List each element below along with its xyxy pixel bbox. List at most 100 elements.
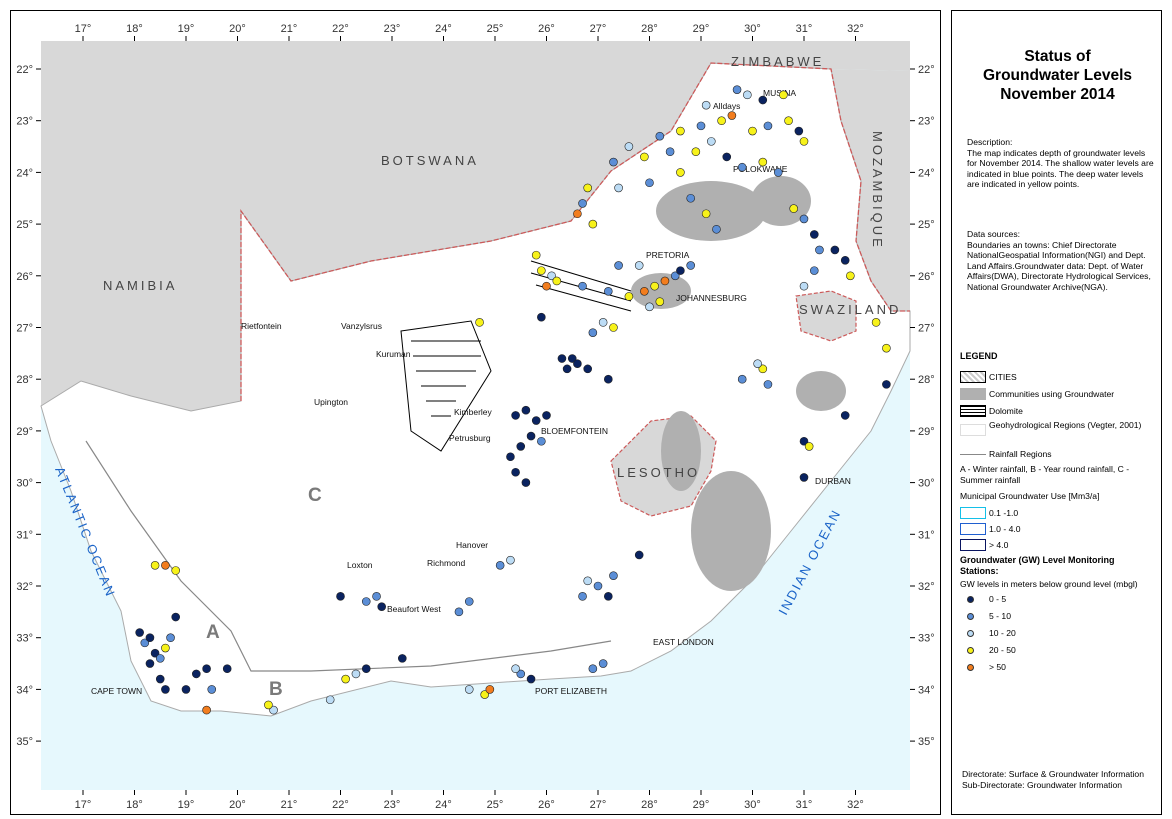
- monitoring-station-point: [665, 147, 675, 157]
- country-label: BOTSWANA: [381, 153, 479, 168]
- legend-gw-5-10: 5 - 10: [989, 611, 1011, 621]
- monitoring-station-point: [521, 478, 531, 487]
- legend-gw-0-5: 0 - 5: [989, 594, 1007, 604]
- monitoring-station-point: [799, 473, 809, 482]
- town-label: PRETORIA: [646, 250, 690, 260]
- footer-line: Directorate: Surface & Groundwater Infor…: [962, 769, 1144, 779]
- country-label: ZIMBABWE: [731, 54, 824, 69]
- monitoring-station-point: [743, 90, 752, 100]
- lat-tick-label-left: 30°: [16, 478, 33, 490]
- monitoring-station-point: [222, 664, 232, 674]
- town-label: Alldays: [713, 101, 740, 111]
- lon-tick-label-bottom: 24°: [435, 799, 452, 811]
- monitoring-station-point: [676, 126, 685, 136]
- lat-tick-label-left: 24°: [16, 167, 33, 179]
- title-line: Groundwater Levels: [982, 67, 1132, 84]
- rainfall-region-label: B: [269, 679, 283, 700]
- lat-tick-label-left: 22°: [16, 64, 33, 76]
- lon-tick-label-bottom: 23°: [384, 799, 401, 811]
- lon-tick-label-top: 30°: [744, 23, 761, 35]
- monitoring-station-point: [748, 126, 757, 136]
- town-label: PORT ELIZABETH: [535, 686, 607, 696]
- monitoring-station-point: [161, 643, 170, 653]
- lon-tick-label-top: 20°: [229, 23, 246, 35]
- monitoring-station-point: [531, 416, 541, 425]
- monitoring-station-point: [269, 705, 278, 715]
- monitoring-station-point: [166, 633, 175, 643]
- monitoring-station-point: [537, 436, 546, 446]
- town-label: Hanover: [456, 540, 488, 550]
- lon-tick-label-bottom: 20°: [229, 799, 246, 811]
- lat-tick-label-left: 25°: [16, 219, 33, 231]
- monitoring-station-point: [624, 292, 634, 301]
- legend-municipal-2: 1.0 - 4.0: [989, 524, 1021, 534]
- description-text: The map indicates depth of groundwater l…: [967, 147, 1154, 190]
- monitoring-station-point: [588, 219, 598, 229]
- monitoring-station-point: [202, 664, 211, 674]
- monitoring-station-point: [722, 152, 732, 162]
- monitoring-station-point: [758, 95, 768, 105]
- monitoring-station-point: [871, 318, 881, 327]
- monitoring-station-point: [537, 312, 546, 322]
- lon-tick-label-bottom: 25°: [487, 799, 504, 811]
- legend-gw-title: Groundwater (GW) Level Monitoring Statio…: [960, 555, 1115, 576]
- monitoring-station-point: [377, 602, 387, 611]
- lat-tick-label-right: 34°: [918, 684, 935, 696]
- map-panel: 17° 17° 18° 18° 19° 19° 20° 20° 21° 21° 22° 22° 23° 2…: [10, 10, 941, 815]
- legend-gw-subtitle: GW levels in meters below ground level (…: [960, 579, 1138, 589]
- dolomite-swatch: [960, 405, 986, 417]
- town-label: JOHANNESBURG: [676, 293, 747, 303]
- graticule: 17° 17° 18° 18° 19° 19° 20° 20° 21° 21° 22° 22° 23° 2…: [16, 23, 934, 811]
- description-heading: Description:: [967, 137, 1013, 147]
- town-label: BLOEMFONTEIN: [541, 426, 608, 436]
- monitoring-station-point: [809, 230, 819, 239]
- monitoring-station-point: [737, 374, 747, 384]
- monitoring-station-point: [614, 183, 623, 193]
- monitoring-stations: [135, 85, 891, 715]
- monitoring-station-point: [609, 571, 618, 580]
- country-label: SWAZILAND: [799, 302, 901, 317]
- mozambique-area: [831, 69, 910, 311]
- legend-municipal-1: 0.1 -1.0: [989, 508, 1019, 518]
- monitoring-station-point: [583, 183, 593, 193]
- monitoring-station-point: [567, 354, 577, 363]
- municipal-swatch-3: [960, 539, 986, 551]
- monitoring-station-point: [542, 411, 551, 420]
- monitoring-station-point: [670, 271, 680, 281]
- lon-tick-label-top: 18°: [126, 23, 143, 35]
- monitoring-station-point: [691, 147, 701, 157]
- lat-tick-label-left: 23°: [16, 116, 33, 128]
- monitoring-station-point: [773, 168, 783, 177]
- country-label: MOZAMBIQUE: [870, 131, 885, 250]
- lat-tick-label-right: 33°: [918, 633, 935, 645]
- town-label: Vanzylsrus: [341, 321, 382, 331]
- lon-tick-label-bottom: 26°: [538, 799, 555, 811]
- monitoring-station-point: [804, 442, 814, 451]
- map-canvas: 17° 17° 18° 18° 19° 19° 20° 20° 21° 21° 22° 22° 23° 2…: [16, 23, 934, 811]
- monitoring-station-point: [753, 359, 762, 368]
- lat-tick-label-right: 35°: [918, 736, 935, 748]
- dolomite-areas: [400, 260, 632, 452]
- town-label: Beaufort West: [387, 604, 441, 614]
- lat-tick-label-right: 29°: [918, 426, 935, 438]
- town-label: Petrusburg: [449, 433, 491, 443]
- monitoring-station-point: [846, 271, 855, 281]
- monitoring-station-point: [603, 592, 613, 601]
- lon-tick-label-bottom: 18°: [126, 799, 143, 811]
- lon-tick-label-bottom: 21°: [281, 799, 298, 811]
- monitoring-station-point: [830, 245, 840, 255]
- monitoring-station-point: [135, 628, 144, 637]
- lat-tick-label-right: 28°: [918, 374, 935, 386]
- legend-rainfall: Rainfall Regions: [989, 449, 1052, 459]
- monitoring-station-point: [634, 550, 644, 560]
- monitoring-station-point: [495, 561, 505, 570]
- gw-dot-10-20: [967, 630, 974, 637]
- monitoring-station-point: [624, 142, 634, 151]
- monitoring-station-point: [207, 685, 217, 694]
- lon-tick-label-top: 22°: [332, 23, 349, 35]
- monitoring-station-point: [840, 411, 850, 420]
- monitoring-station-point: [485, 685, 495, 694]
- legend-communities: Communities using Groundwater: [989, 389, 1115, 399]
- footer-line: Sub-Directorate: Groundwater Information: [962, 780, 1123, 790]
- monitoring-station-point: [609, 323, 618, 332]
